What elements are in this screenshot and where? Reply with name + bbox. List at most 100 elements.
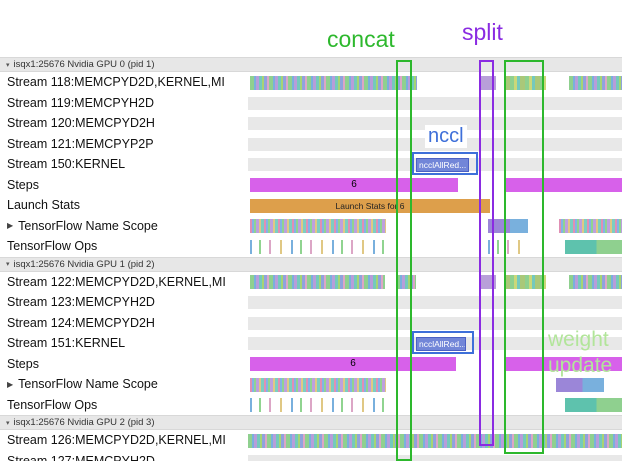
track-label-text: Stream 151:KERNEL (7, 336, 126, 351)
nccl-allreduce-event[interactable]: ncclAllRed... (416, 157, 469, 172)
track-row: ▶ TensorFlow Name Scope (0, 216, 622, 237)
timeline (248, 272, 622, 293)
steps-bar[interactable]: 6 (250, 178, 458, 192)
trace-events-dense[interactable] (559, 219, 622, 233)
track-label[interactable]: ▶ TensorFlow Name Scope (0, 216, 248, 237)
empty-track (248, 137, 622, 151)
track-label-text: Steps (7, 177, 39, 192)
process-header[interactable]: ▾ isqx1:25676 Nvidia GPU 0 (pid 1) (0, 57, 622, 72)
track-label-text: Stream 122:MEMCPYD2D,KERNEL,MI (7, 274, 226, 289)
timeline (248, 93, 622, 114)
timeline (248, 451, 622, 461)
steps-bar[interactable]: 6 (250, 357, 456, 371)
trace-event[interactable] (480, 275, 496, 289)
track-label: Launch Stats (0, 195, 248, 216)
collapse-arrow-icon: ▾ (6, 261, 10, 268)
track-row: Stream 122:MEMCPYD2D,KERNEL,MI (0, 272, 622, 293)
track-label-text: Launch Stats (7, 198, 80, 213)
track-row: Steps 6 (0, 175, 622, 196)
track-label-text: Stream 124:MEMCPYD2H (7, 315, 155, 330)
timeline (248, 292, 622, 313)
track-label: Stream 150:KERNEL (0, 154, 248, 175)
trace-events-dense[interactable] (505, 275, 546, 289)
track-label-text: Stream 119:MEMCPYH2D (7, 95, 155, 110)
timeline: Launch Stats for 6 (248, 195, 622, 216)
track-label-text: Stream 123:MEMCPYH2D (7, 295, 155, 310)
trace-events-dense[interactable] (250, 377, 386, 392)
track-label-text: TensorFlow Name Scope (18, 218, 158, 233)
steps-bar[interactable] (505, 178, 622, 192)
track-label-text: Stream 121:MEMCPYP2P (7, 136, 154, 151)
empty-track (248, 296, 622, 309)
process-title: isqx1:25676 Nvidia GPU 0 (pid 1) (13, 59, 155, 70)
timeline (248, 216, 622, 237)
nccl-allreduce-event[interactable]: ncclAllRed... (416, 336, 466, 351)
track-label: Stream 127:MEMCPYH2D (0, 451, 248, 461)
track-label: Steps (0, 175, 248, 196)
trace-events-dense[interactable] (565, 398, 622, 412)
track-label: Stream 121:MEMCPYP2P (0, 134, 248, 155)
timeline (248, 134, 622, 155)
trace-event[interactable] (480, 75, 496, 90)
process-header[interactable]: ▾ isqx1:25676 Nvidia GPU 1 (pid 2) (0, 256, 622, 272)
trace-events-sparse[interactable] (488, 239, 528, 254)
process-header[interactable]: ▾ isqx1:25676 Nvidia GPU 2 (pid 3) (0, 415, 622, 430)
track-row: Steps 6 (0, 354, 622, 375)
trace-events-dense[interactable] (556, 377, 604, 392)
trace-events-dense[interactable] (250, 275, 385, 289)
timeline: ncclAllRed... (248, 154, 622, 175)
collapse-arrow-icon: ▾ (6, 61, 10, 69)
trace-events-dense[interactable] (250, 219, 386, 233)
track-row: Launch Stats Launch Stats for 6 (0, 195, 622, 216)
track-label-text: TensorFlow Ops (7, 239, 98, 254)
track-label: Stream 124:MEMCPYD2H (0, 313, 248, 334)
trace-events-dense[interactable] (250, 75, 417, 90)
track-label-text: Stream 150:KERNEL (7, 157, 126, 172)
trace-events-dense[interactable] (248, 433, 622, 448)
track-label-text: TensorFlow Name Scope (18, 377, 158, 392)
trace-events-sparse[interactable] (250, 398, 386, 412)
track-label-text: Steps (7, 356, 39, 371)
timeline (248, 374, 622, 395)
track-label: Stream 118:MEMCPYD2D,KERNEL,MI (0, 72, 248, 93)
track-label: Stream 119:MEMCPYH2D (0, 93, 248, 114)
split-annotation-label: split (462, 19, 503, 45)
trace-events-dense[interactable] (569, 75, 622, 90)
process-title: isqx1:25676 Nvidia GPU 2 (pid 3) (13, 417, 155, 428)
timeline: 6 (248, 354, 622, 375)
track-label: TensorFlow Ops (0, 395, 248, 416)
empty-track (248, 454, 622, 461)
track-label: Stream 123:MEMCPYH2D (0, 292, 248, 313)
trace-events-dense[interactable] (488, 219, 528, 233)
process-title: isqx1:25676 Nvidia GPU 1 (pid 2) (13, 258, 155, 270)
collapse-arrow-icon: ▾ (6, 419, 10, 427)
trace-events-dense[interactable] (565, 239, 622, 254)
track-row: Stream 124:MEMCPYD2H (0, 313, 622, 334)
timeline (248, 236, 622, 257)
track-row: Stream 119:MEMCPYH2D (0, 93, 622, 114)
track-label: Stream 126:MEMCPYD2D,KERNEL,MI (0, 430, 248, 451)
launch-stats-bar[interactable]: Launch Stats for 6 (250, 198, 490, 213)
trace-events-dense[interactable] (396, 275, 416, 289)
trace-events-dense[interactable] (569, 275, 622, 289)
track-row: Stream 126:MEMCPYD2D,KERNEL,MI (0, 430, 622, 451)
track-row: Stream 121:MEMCPYP2P (0, 134, 622, 155)
timeline (248, 72, 622, 93)
empty-track (248, 117, 622, 130)
track-label-text: Stream 120:MEMCPYD2H (7, 116, 155, 131)
track-row: ▶ TensorFlow Name Scope (0, 374, 622, 395)
track-label[interactable]: ▶ TensorFlow Name Scope (0, 374, 248, 395)
timeline: ncclAllRed... (248, 333, 622, 354)
track-label: Stream 120:MEMCPYD2H (0, 113, 248, 134)
trace-events-dense[interactable] (505, 75, 546, 90)
trace-events-sparse[interactable] (250, 239, 386, 254)
track-row: TensorFlow Ops (0, 236, 622, 257)
steps-bar[interactable] (505, 357, 622, 371)
timeline (248, 313, 622, 334)
timeline (248, 395, 622, 416)
track-label-text: TensorFlow Ops (7, 397, 98, 412)
expand-arrow-icon: ▶ (7, 379, 14, 389)
tracks: ▾ isqx1:25676 Nvidia GPU 0 (pid 1) Stream … (0, 57, 622, 461)
track-label-text: Stream 126:MEMCPYD2D,KERNEL,MI (7, 433, 226, 448)
track-row: TensorFlow Ops (0, 395, 622, 416)
